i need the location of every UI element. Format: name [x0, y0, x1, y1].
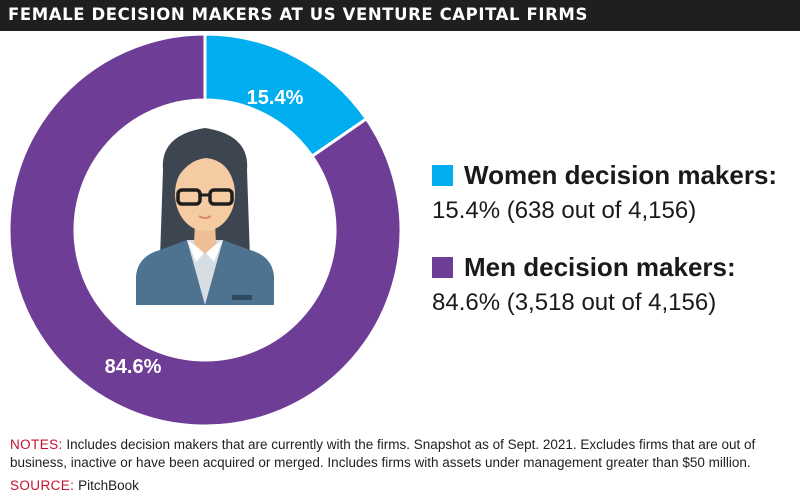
legend-swatch-men: [432, 257, 453, 278]
legend-men: Men decision makers: 84.6% (3,518 out of…: [432, 252, 736, 317]
donut-slice-men: [7, 32, 403, 428]
data-label-men: 84.6%: [105, 356, 162, 378]
chart-title: FEMALE DECISION MAKERS AT US VENTURE CAP…: [8, 5, 588, 24]
source: SOURCE: PitchBook: [10, 478, 139, 493]
source-text: PitchBook: [74, 478, 139, 493]
legend-label-men: Men decision makers:: [464, 252, 736, 282]
businesswoman-avatar-icon: [136, 128, 274, 305]
notes: NOTES: Includes decision makers that are…: [10, 436, 795, 472]
source-label: SOURCE:: [10, 478, 75, 493]
legend-label-women: Women decision makers:: [464, 160, 778, 190]
donut-slices: 15.4% 84.6%: [7, 32, 403, 428]
legend: Women decision makers: 15.4% (638 out of…: [432, 160, 777, 225]
data-label-women: 15.4%: [247, 87, 304, 109]
title-bar: FEMALE DECISION MAKERS AT US VENTURE CAP…: [0, 0, 800, 31]
notes-label: NOTES:: [10, 437, 63, 452]
notes-text: Includes decision makers that are curren…: [10, 437, 756, 470]
legend-value-men: 84.6% (3,518 out of 4,156): [432, 289, 717, 316]
donut-chart: 15.4% 84.6%: [7, 32, 403, 428]
legend-value-women: 15.4% (638 out of 4,156): [432, 197, 697, 224]
legend-swatch-women: [432, 165, 453, 186]
